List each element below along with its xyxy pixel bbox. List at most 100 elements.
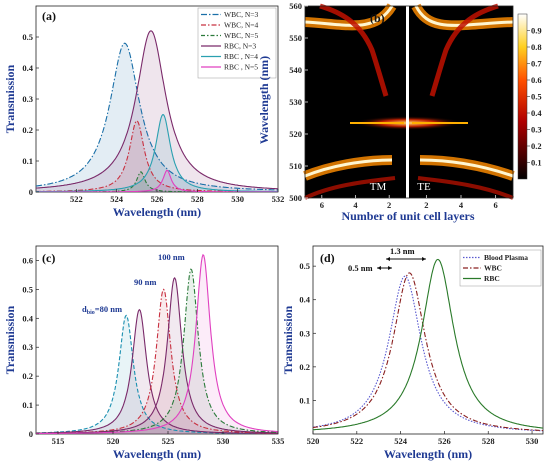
heatmap-band-tm-lower-core <box>304 158 393 178</box>
panel-d-ticks: 520 522 524 526 528 530 0.1 0.2 0.3 0.4 0.5 <box>299 261 538 446</box>
panel-d-ytick-label-3: 0.4 <box>299 295 310 305</box>
panel-a-letter: (a) <box>42 9 56 23</box>
panel-a-legend-box <box>197 7 277 79</box>
panel-d: 520 522 524 526 528 530 0.1 0.2 0.3 0.4 0.5 (d) Wa… <box>281 245 544 461</box>
panel-a-xtick-label-4: 530 <box>231 194 244 204</box>
panel-a: 522 524 526 528 530 532 0 0.1 0.2 0.3 0.4 0.5 (a) W… <box>3 5 284 219</box>
panel-a-legend-label-2: WBC, N=5 <box>224 31 258 40</box>
panel-d-ytick-label-0: 0.1 <box>299 395 310 405</box>
panel-c-ytick-label-2: 0.2 <box>22 371 33 381</box>
panel-a-series-fill-4 <box>36 114 278 192</box>
panel-a-legend-label-3: RBC, N=3 <box>224 42 256 51</box>
panel-c-ytick-label-5: 0.5 <box>22 284 33 294</box>
colorbar-tick-label-2: 0.3 <box>531 125 542 135</box>
panel-b-ytick-label-6: 560 <box>289 1 302 11</box>
panel-c-ytick-label-1: 0.1 <box>22 400 33 410</box>
panel-d-legend-label-2: RBC <box>484 274 500 283</box>
annotation-0-5nm: 0.5 nm <box>348 263 373 273</box>
panel-b-ytick-label-3: 530 <box>289 97 302 107</box>
panel-c-series-fill-2 <box>36 289 278 434</box>
panel-c-ylabel: Transmission <box>3 305 17 374</box>
heatmap-band-te-lower-2 <box>417 176 514 200</box>
heatmap-band-tm-lower-2 <box>304 176 396 200</box>
panel-b-letter: (b) <box>370 11 385 25</box>
panel-a-xtick-label-1: 524 <box>110 194 124 204</box>
panel-b-xtick-label-right-2: 6 <box>494 200 498 210</box>
panel-a-series-fill-3 <box>36 30 278 192</box>
colorbar-tick-label-0: 0.1 <box>531 158 542 168</box>
heatmap-band-te-upper-core <box>414 5 514 27</box>
annotation-1-3nm: 1.3 nm <box>390 246 415 256</box>
panel-a-legend-label-1: WBC, N=4 <box>224 21 258 30</box>
panel-a-legend-label-0: WBC, N=3 <box>224 10 258 19</box>
panel-d-ytick-label-4: 0.5 <box>299 261 310 271</box>
panel-a-ytick-label-3: 0.3 <box>22 94 33 104</box>
panel-b-xtick-label-left-2: 2 <box>387 200 391 210</box>
panel-c-xtick-label-3: 530 <box>217 436 230 446</box>
colorbar-ticks: 0.1 0.2 0.3 0.4 0.5 0.6 0.7 0.8 0.9 <box>527 26 542 168</box>
panel-d-annotations: 0.5 nm 1.3 nm <box>348 246 426 273</box>
panel-d-ytick-label-1: 0.2 <box>299 362 310 372</box>
annotation-arrowhead-1-3nm-right <box>422 257 426 261</box>
panel-a-series-line-0 <box>36 42 278 191</box>
annotation-100nm: 100 nm <box>158 252 185 262</box>
panel-a-fills <box>36 30 278 192</box>
panel-c-series-line-5 <box>36 253 278 434</box>
colorbar-tick-label-7: 0.8 <box>531 42 542 52</box>
panel-b-ytick-label-5: 550 <box>289 33 302 43</box>
annotation-arrowhead-0-5nm-right <box>388 266 392 270</box>
panel-b-ticks: 500 510 520 530 540 550 560 6 4 2 2 4 6 <box>289 1 498 210</box>
panel-c-xtick-label-1: 520 <box>107 436 120 446</box>
colorbar <box>517 13 528 180</box>
panel-d-xtick-label-1: 522 <box>350 436 363 446</box>
panel-a-xtick-label-5: 532 <box>272 194 285 204</box>
panel-a-ticks: 522 524 526 528 530 532 0 0.1 0.2 0.3 0.4 0.5 <box>22 32 284 204</box>
panel-a-legend-label-5: RBC , N=5 <box>224 63 258 72</box>
colorbar-tick-label-4: 0.5 <box>531 92 542 102</box>
panel-d-lines <box>313 258 543 432</box>
panel-a-xtick-label-3: 528 <box>191 194 204 204</box>
panel-a-series-line-1 <box>36 120 278 192</box>
panel-d-series-line-1 <box>313 272 543 432</box>
panel-d-legend-label-1: WBC <box>484 264 502 273</box>
panel-b-xlabel: Number of unit cell layers <box>341 209 474 223</box>
panel-c-ytick-label-3: 0.3 <box>22 342 33 352</box>
panel-a-legend-label-4: RBC , N=4 <box>224 52 258 61</box>
panel-c-ytick-label-4: 0.4 <box>22 313 33 323</box>
colorbar-tick-label-3: 0.4 <box>531 108 542 118</box>
panel-d-xtick-label-2: 524 <box>394 436 408 446</box>
panel-c-letter: (c) <box>42 251 55 265</box>
panel-c: 515 520 525 530 535 0 0.1 0.2 0.3 0.4 0.5 0.6 (c) W… <box>3 245 284 461</box>
annotation-90nm: 90 nm <box>134 277 156 287</box>
panel-c-annotations: dbio=80 nm 90 nm 100 nm <box>82 252 185 316</box>
panel-b-xtick-label-left-0: 6 <box>320 200 324 210</box>
panel-d-legend-label-0: Blood Plasma <box>484 253 528 262</box>
panel-d-xtick-label-5: 530 <box>526 436 539 446</box>
panel-d-ytick-label-2: 0.3 <box>299 328 310 338</box>
panel-c-series-fill-5 <box>36 254 278 434</box>
panel-c-ytick-label-6: 0.6 <box>22 255 33 265</box>
panel-a-xtick-label-2: 526 <box>151 194 164 204</box>
panel-d-frame <box>312 245 544 435</box>
annotation-dbio: dbio=80 nm <box>82 304 122 316</box>
heatmap-band-te-lower-core <box>419 158 514 178</box>
panel-b-xtick-label-right-1: 4 <box>459 200 464 210</box>
colorbar-tick-label-1: 0.2 <box>531 141 542 151</box>
panel-c-series-line-1 <box>36 308 278 434</box>
panel-b-xtick-label-left-1: 4 <box>353 200 358 210</box>
panel-a-ytick-label-4: 0.4 <box>22 63 33 73</box>
panel-c-series-line-4 <box>36 268 278 434</box>
panel-d-xtick-label-4: 528 <box>482 436 495 446</box>
panel-c-xtick-label-0: 515 <box>52 436 65 446</box>
panel-c-xlabel: Wavelength (nm) <box>113 447 201 461</box>
panel-b-ytick-label-4: 540 <box>289 65 302 75</box>
colorbar-tick-label-8: 0.9 <box>531 26 542 36</box>
panel-d-series-line-2 <box>313 258 543 431</box>
panel-a-series-fill-0 <box>36 43 278 192</box>
heatmap-label-tm: TM <box>370 181 387 193</box>
panel-b-ytick-label-1: 510 <box>289 161 302 171</box>
panel-b-xtick-label-right-0: 2 <box>424 200 428 210</box>
